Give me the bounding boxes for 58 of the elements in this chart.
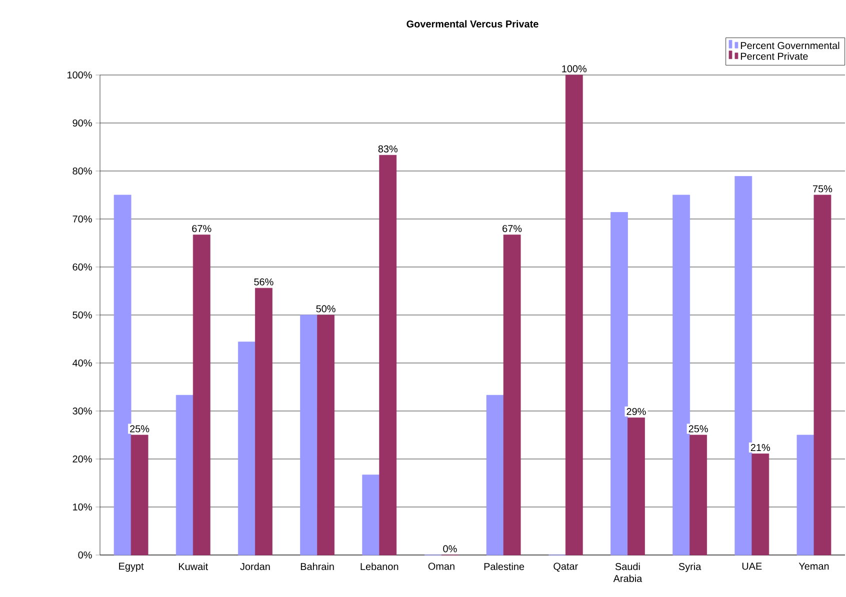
bar (238, 342, 256, 556)
x-tick-label: Syria (678, 562, 702, 572)
data-label: 25% (688, 425, 708, 432)
bar (176, 394, 194, 556)
x-tick-label: UAE (742, 562, 762, 570)
y-tick-label: 90% (72, 119, 92, 127)
y-tick-label: 80% (72, 167, 92, 175)
data-label: 29% (626, 408, 646, 416)
data-label: 67% (502, 225, 522, 232)
bar (300, 314, 318, 556)
data-label: 50% (316, 305, 336, 312)
y-tick-label: 10% (73, 503, 92, 511)
bar (503, 234, 521, 556)
data-label: 75% (813, 185, 832, 192)
bar (114, 194, 132, 556)
data-label: 56% (254, 278, 274, 286)
x-tick-label: Qatar (554, 562, 578, 572)
y-tick-label: 50% (72, 311, 92, 319)
bar (192, 234, 210, 556)
data-label: 67% (192, 225, 212, 232)
bar (690, 434, 707, 556)
bar (796, 434, 814, 556)
bar (734, 176, 752, 556)
y-tick-label: 20% (72, 455, 92, 463)
x-tick-label: Oman (428, 562, 454, 570)
data-label: 83% (378, 145, 398, 152)
x-tick-label: Kuwait (178, 562, 208, 570)
bar (486, 394, 504, 556)
y-tick-label: 40% (72, 359, 92, 367)
data-label: 25% (130, 425, 150, 432)
data-label: 21% (750, 444, 770, 452)
x-tick-label: Bahrain (300, 562, 334, 570)
x-tick-label: Egypt (119, 562, 144, 572)
x-tick-label: Palestine (484, 562, 524, 570)
x-tick-label: Saudi Arabia (613, 562, 642, 582)
bar (814, 194, 832, 556)
legend-label: Percent Governmental (740, 42, 840, 50)
bar (628, 418, 645, 556)
x-tick-label: Yeman (798, 562, 829, 570)
x-tick-label: Lebanon (360, 562, 398, 570)
bar (362, 474, 380, 556)
y-tick-label: 70% (72, 215, 92, 223)
bar (610, 212, 628, 556)
y-tick-label: 0% (78, 551, 92, 559)
bar (130, 434, 148, 556)
y-tick-label: 60% (72, 263, 92, 271)
bar (379, 154, 397, 556)
legend-label: Percent Private (740, 52, 808, 60)
bar (317, 314, 334, 556)
bar (752, 454, 770, 556)
data-label: 0% (443, 545, 457, 552)
x-tick-label: Jordan (240, 562, 270, 570)
y-tick-label: 30% (72, 407, 92, 415)
data-label: 100% (562, 65, 587, 72)
bar (672, 194, 690, 556)
y-tick-label: 100% (68, 71, 92, 79)
chart-title: Govermental Vercus Private (406, 20, 538, 28)
bar (255, 288, 272, 556)
